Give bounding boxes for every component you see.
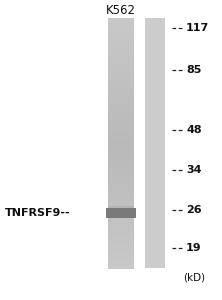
Text: 26: 26 — [186, 205, 202, 215]
Bar — [108, 251, 134, 256]
Bar — [108, 135, 134, 139]
Bar — [108, 93, 134, 98]
Bar — [108, 72, 134, 77]
Text: K562: K562 — [106, 4, 136, 16]
Text: 34: 34 — [186, 165, 202, 175]
Bar — [108, 114, 134, 118]
Bar — [108, 110, 134, 114]
Text: 117: 117 — [186, 23, 209, 33]
Bar — [108, 172, 134, 177]
Bar — [108, 164, 134, 169]
Bar — [108, 143, 134, 148]
Bar — [108, 260, 134, 264]
Bar — [108, 155, 134, 160]
Bar — [108, 210, 134, 214]
Bar — [108, 56, 134, 60]
Bar — [108, 43, 134, 48]
Bar — [108, 247, 134, 252]
Bar — [108, 85, 134, 89]
Bar — [108, 256, 134, 260]
Bar — [108, 147, 134, 152]
Bar — [108, 222, 134, 227]
Bar — [108, 239, 134, 244]
Bar — [108, 60, 134, 64]
Bar — [108, 139, 134, 143]
Bar — [108, 35, 134, 39]
Bar — [108, 76, 134, 81]
Text: 85: 85 — [186, 65, 201, 75]
Bar — [108, 197, 134, 202]
Bar — [108, 22, 134, 27]
Bar — [108, 176, 134, 181]
Bar — [106, 208, 136, 218]
Bar — [108, 68, 134, 73]
Bar — [108, 206, 134, 210]
Bar — [108, 47, 134, 52]
Bar — [108, 230, 134, 235]
Bar — [108, 18, 134, 23]
Bar — [108, 168, 134, 173]
Bar — [108, 89, 134, 94]
Bar — [108, 193, 134, 198]
Bar — [108, 130, 134, 135]
Bar — [108, 101, 134, 106]
Bar — [108, 185, 134, 189]
Bar — [108, 181, 134, 185]
Bar — [108, 118, 134, 123]
Bar — [108, 31, 134, 35]
Bar — [108, 64, 134, 68]
Text: 48: 48 — [186, 125, 202, 135]
Bar — [108, 26, 134, 31]
Bar — [108, 218, 134, 223]
Bar — [108, 264, 134, 268]
Text: 19: 19 — [186, 243, 202, 253]
Bar — [108, 51, 134, 56]
Bar — [108, 206, 134, 208]
Bar — [108, 235, 134, 239]
Text: (kD): (kD) — [183, 273, 205, 283]
Bar — [108, 106, 134, 110]
Text: TNFRSF9--: TNFRSF9-- — [5, 208, 71, 218]
Bar — [108, 226, 134, 231]
Bar — [108, 39, 134, 44]
Bar — [108, 201, 134, 206]
Bar — [108, 151, 134, 156]
Bar — [108, 126, 134, 131]
Bar — [108, 160, 134, 164]
Bar — [108, 97, 134, 102]
Bar — [108, 243, 134, 248]
Bar — [145, 18, 165, 268]
Bar — [108, 80, 134, 85]
Bar — [108, 189, 134, 194]
Bar — [108, 214, 134, 218]
Bar — [108, 122, 134, 127]
